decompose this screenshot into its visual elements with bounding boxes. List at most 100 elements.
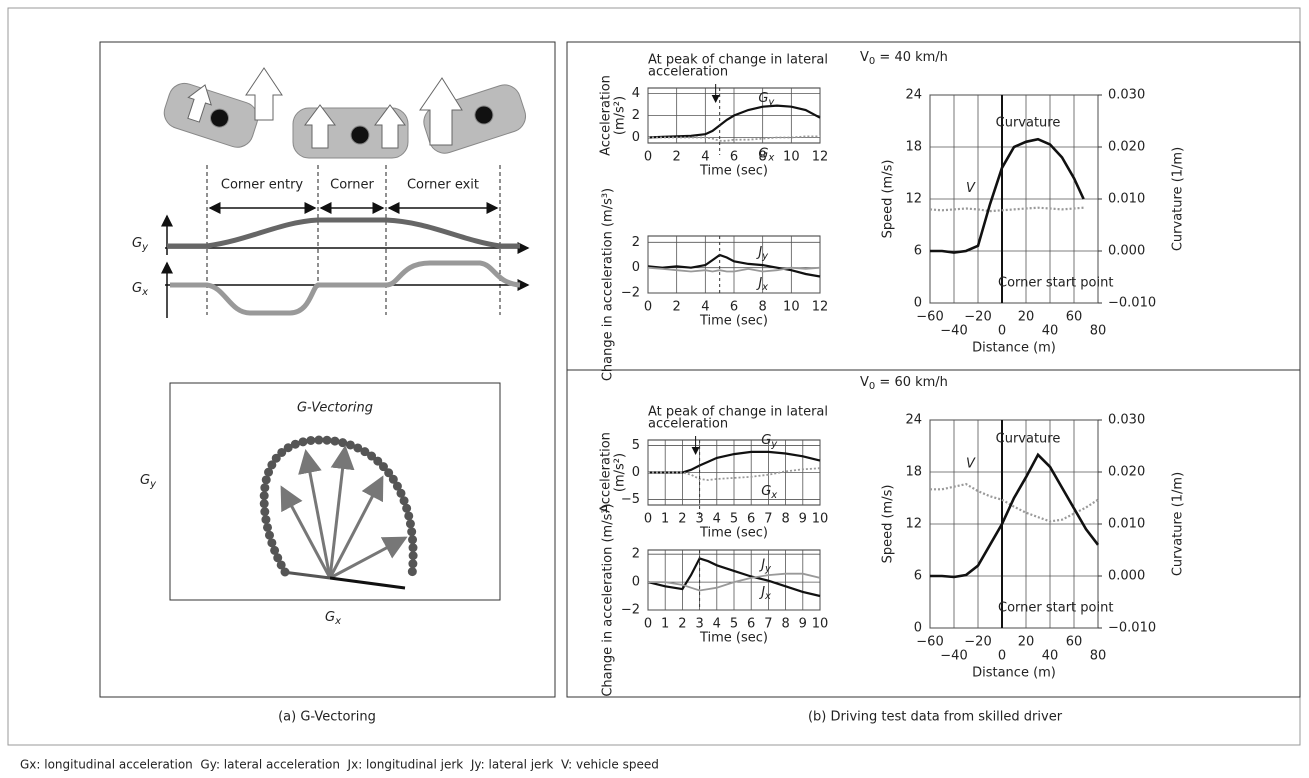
- annotation: At peak of change in lateral: [648, 53, 828, 68]
- y-tick-label: 0: [914, 621, 922, 636]
- x-tick-label: 0: [644, 617, 652, 632]
- corner-label: Corner start point: [998, 276, 1113, 291]
- series-name-base: J: [758, 584, 765, 599]
- series-line: [647, 104, 821, 139]
- x-axis-label: Distance (m): [972, 666, 1056, 681]
- chart-header-base: V: [860, 50, 869, 65]
- y-tick-label: −2: [621, 286, 640, 301]
- x-tick-label: 60: [1066, 310, 1083, 325]
- series-name: Gy: [761, 432, 778, 450]
- series-line: [929, 206, 1084, 213]
- chart-header-base: V: [860, 375, 869, 390]
- x-tick-label: 0: [644, 512, 652, 527]
- gy-schematic: [167, 217, 520, 249]
- x-tick-label: 10: [812, 617, 829, 632]
- gg-x-label-sub: x: [334, 616, 341, 627]
- gy-label-base: G: [132, 236, 142, 251]
- x-tick-label: 80: [1090, 324, 1107, 339]
- y2-tick-label: 0.000: [1108, 569, 1145, 584]
- x-tick-label: 1: [661, 617, 669, 632]
- x-tick-label: 7: [764, 512, 772, 527]
- series-name-base: G: [758, 91, 768, 106]
- x-axis-label: Time (sec): [699, 631, 768, 646]
- y-tick-label: 2: [632, 547, 640, 562]
- series-line: [647, 266, 821, 273]
- panel-a-frame: [99, 41, 556, 698]
- y-tick-label: 18: [905, 465, 922, 480]
- y-axis-label: Speed (m/s): [881, 485, 896, 564]
- schematic-axes: [161, 214, 530, 318]
- series-name-sub: y: [761, 251, 769, 262]
- series-name: Jx: [758, 584, 771, 602]
- series-name: Gy: [758, 91, 775, 109]
- x-tick-label: 6: [747, 617, 755, 632]
- x-tick-label: −60: [916, 635, 943, 650]
- series-name-sub: x: [770, 490, 777, 501]
- y-tick-label: 0: [632, 130, 640, 145]
- x-tick-label: 1: [661, 512, 669, 527]
- x-tick-label: −40: [940, 324, 967, 339]
- x-tick-label: 2: [678, 512, 686, 527]
- x-tick-label: 4: [713, 512, 721, 527]
- x-tick-label: 9: [799, 617, 807, 632]
- y2-axis-label: Curvature (1/m): [1171, 147, 1186, 251]
- y-tick-label: −5: [621, 492, 640, 507]
- y2-tick-label: −0.010: [1108, 296, 1156, 311]
- x-tick-label: 4: [701, 150, 709, 165]
- y-tick-label: 2: [632, 108, 640, 123]
- series-line: [930, 137, 1085, 254]
- series-line: [647, 557, 821, 598]
- x-tick-label: 3: [695, 512, 703, 527]
- x-tick-label: 8: [759, 150, 767, 165]
- x-tick-label: 8: [759, 300, 767, 315]
- x-tick-label: 5: [730, 617, 738, 632]
- y-tick-label: 24: [905, 413, 922, 428]
- series-line: [648, 572, 821, 592]
- x-tick-label: 20: [1018, 635, 1035, 650]
- series-name: Gx: [761, 483, 777, 501]
- y2-tick-label: 0.000: [1108, 244, 1145, 259]
- y-tick-label: 0: [914, 296, 922, 311]
- x-axis-label: Distance (m): [972, 341, 1056, 356]
- x-tick-label: 6: [730, 150, 738, 165]
- y-tick-label: 4: [632, 86, 640, 101]
- caption-b: (b) Driving test data from skilled drive…: [808, 710, 1063, 725]
- series-name: Jy: [758, 557, 772, 575]
- series-line: [930, 452, 1100, 579]
- x-tick-label: 12: [812, 300, 829, 315]
- series-name-sub: x: [761, 282, 768, 293]
- x-tick-label: 4: [701, 300, 709, 315]
- series-name: Curvature: [996, 431, 1061, 446]
- series-name-base: J: [755, 275, 762, 290]
- series-name: V: [966, 181, 976, 196]
- y2-tick-label: 0.030: [1108, 413, 1145, 428]
- y2-tick-label: −0.010: [1108, 621, 1156, 636]
- corner-label: Corner start point: [998, 601, 1113, 616]
- x-tick-label: −20: [964, 635, 991, 650]
- chart-header-sub: 0: [869, 381, 875, 392]
- y-axis-label: Speed (m/s): [881, 160, 896, 239]
- cars: [163, 67, 526, 159]
- y-tick-label: 12: [905, 192, 922, 207]
- caption-a: (a) G-Vectoring: [278, 710, 376, 725]
- x-tick-label: 8: [781, 512, 789, 527]
- series-name-base: G: [761, 432, 771, 447]
- chart-header: V0 = 60 km/h: [860, 375, 948, 393]
- series-name-base: J: [758, 557, 765, 572]
- x-tick-label: 20: [1018, 310, 1035, 325]
- phase-label: Corner: [330, 178, 374, 193]
- x-tick-label: 80: [1090, 649, 1107, 664]
- x-tick-label: 6: [730, 300, 738, 315]
- x-tick-label: 7: [764, 617, 772, 632]
- x-tick-label: −40: [940, 649, 967, 664]
- x-tick-label: 40: [1042, 649, 1059, 664]
- x-axis-label: Time (sec): [699, 164, 768, 179]
- annotation: At peak of change in lateral: [648, 405, 828, 420]
- x-axis-label: Time (sec): [699, 526, 768, 541]
- series-name: Jy: [755, 244, 769, 262]
- annotation: acceleration: [648, 417, 728, 432]
- gg-title: G-Vectoring: [297, 401, 373, 416]
- x-tick-label: 60: [1066, 635, 1083, 650]
- x-tick-label: 0: [998, 324, 1006, 339]
- gg-y-label: Gy: [140, 473, 157, 491]
